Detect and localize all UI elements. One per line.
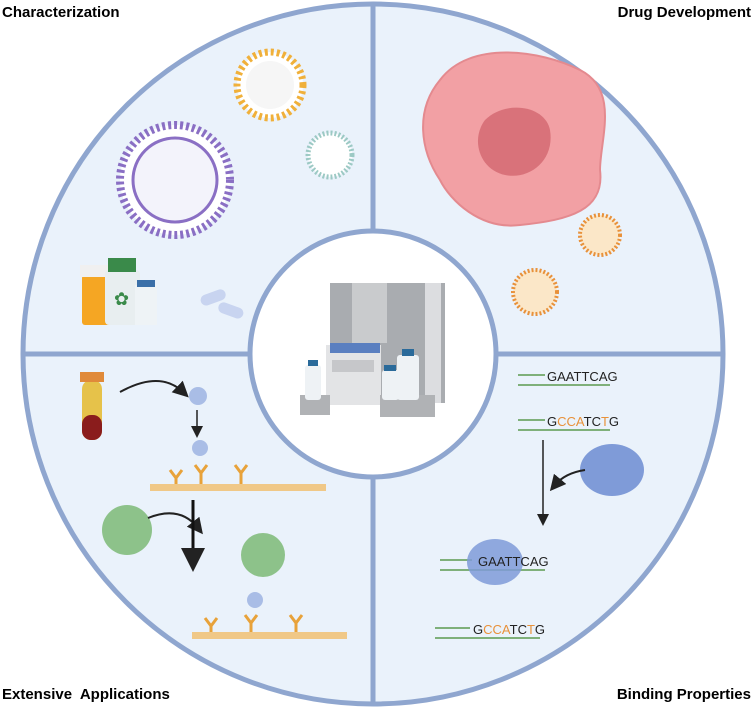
base: G [478,554,488,569]
base: C [567,414,576,429]
base: T [505,554,513,569]
base: G [547,414,557,429]
arrow-icon [119,380,189,398]
virus-particle-icon [102,505,285,577]
sequence-1-bound: GAATTCAG [478,554,549,569]
base: A [599,369,608,384]
capsule-icon [200,289,244,319]
surface [150,484,326,491]
base: T [581,369,589,384]
protein-icon [467,444,644,585]
base: C [518,622,527,637]
base: G [473,622,483,637]
instrument-icon [300,283,445,417]
base: A [557,369,566,384]
base: A [497,554,506,569]
label-drug-development: Drug Development [617,4,751,21]
label-extensive-applications: Extensive Applications [2,686,170,703]
base: G [547,369,557,384]
base: A [530,554,539,569]
dna-icon [435,374,610,639]
base: A [502,622,511,637]
base: C [592,414,601,429]
test-tube-icon [80,372,104,440]
base: G [538,554,548,569]
base: A [488,554,497,569]
base: C [493,622,502,637]
base: T [584,414,592,429]
base: T [574,369,582,384]
base: G [535,622,545,637]
surface [192,632,347,639]
label-characterization: Characterization [2,4,120,21]
base: T [601,414,609,429]
arrow-icon [549,469,586,492]
base: C [557,414,566,429]
base: A [576,414,585,429]
base: T [512,554,520,569]
sequence-1: GAATTCAG [547,369,618,384]
sequence-2-unbound: GCCATCTG [473,622,545,637]
base: C [520,554,529,569]
base: A [566,369,575,384]
base: C [589,369,598,384]
medicine-bottles-icon: ✿ [80,258,157,325]
base: T [527,622,535,637]
svg-text:✿: ✿ [114,289,129,309]
protein-icon [189,387,263,608]
base: G [607,369,617,384]
sequence-2: GCCATCTG [547,414,619,429]
base: C [483,622,492,637]
base: T [510,622,518,637]
arrow-icon [147,512,203,535]
nucleus [477,107,551,176]
label-binding-properties: Binding Properties [616,686,751,703]
nanoparticle-icon [511,213,622,316]
antibody-icon [168,464,304,632]
base: G [609,414,619,429]
exosome-icon [116,48,355,239]
